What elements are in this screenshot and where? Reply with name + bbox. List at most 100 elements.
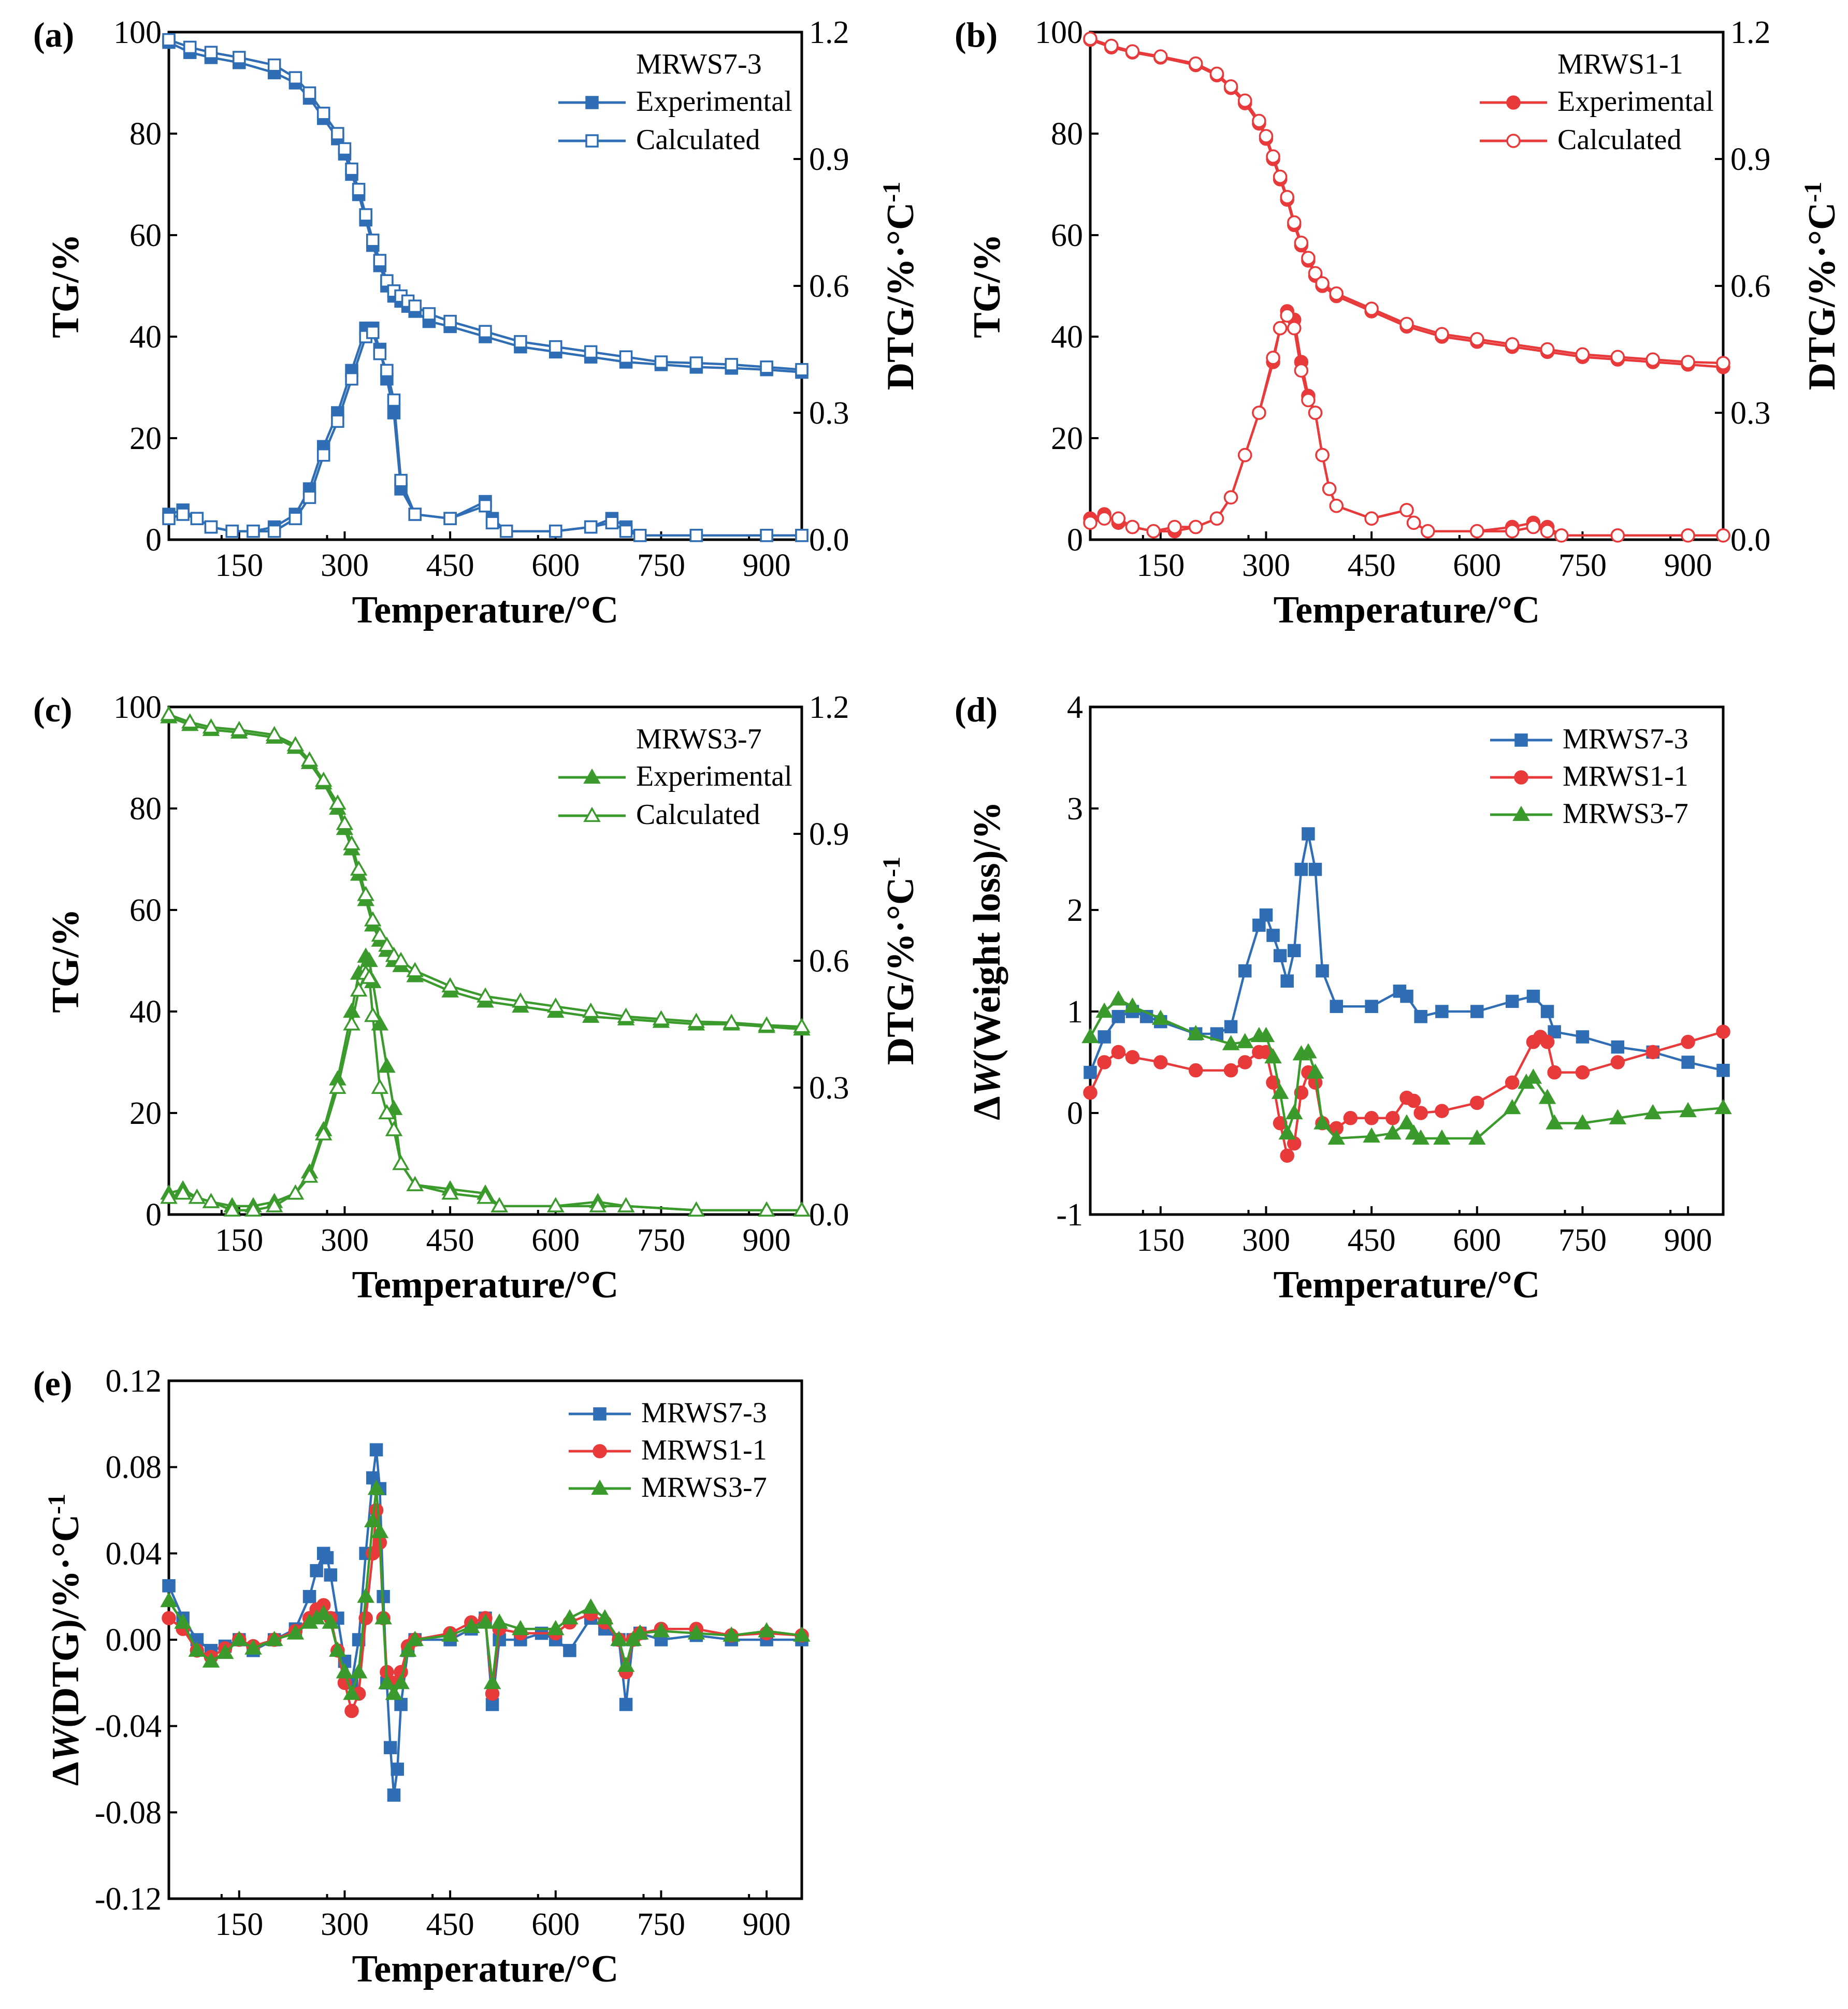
y-tick-label: 100 [113, 690, 162, 725]
legend: MRWS7-3 Experimental Calculated [558, 48, 792, 156]
data-point [547, 1197, 565, 1212]
legend-marker [1506, 95, 1521, 110]
data-point [689, 529, 703, 542]
legend-label: MRWS3-7 [641, 1471, 767, 1504]
data-point [302, 1589, 316, 1603]
series-line [1089, 832, 1724, 1073]
data-point [1681, 1056, 1695, 1069]
data-point [723, 1626, 740, 1642]
data-point [1266, 149, 1280, 164]
data-point [1097, 511, 1111, 526]
data-point [1252, 113, 1266, 128]
data-point [1610, 528, 1625, 543]
data-point [1188, 519, 1203, 534]
data-point [441, 1184, 459, 1200]
data-point [366, 234, 380, 247]
data-point [1329, 498, 1344, 513]
data-point [1399, 316, 1414, 331]
data-point [1609, 1109, 1627, 1124]
data-point [1236, 1033, 1254, 1048]
data-point [392, 1154, 410, 1170]
data-point [343, 1684, 360, 1700]
y-tick-label: 40 [1051, 320, 1083, 355]
data-point [1413, 1106, 1428, 1120]
data-point [357, 886, 374, 901]
data-point [364, 1512, 382, 1527]
data-point [267, 58, 281, 72]
data-point [1111, 511, 1126, 526]
data-point [760, 360, 773, 374]
data-point [1287, 321, 1302, 336]
data-point [176, 508, 190, 521]
data-point [1526, 519, 1541, 534]
data-point [160, 1592, 178, 1608]
y-tick-label: 4 [1067, 690, 1083, 725]
data-point [463, 1617, 480, 1634]
data-point [490, 1613, 508, 1629]
x-tick-label: 450 [1348, 1223, 1396, 1258]
data-point [338, 142, 352, 156]
data-point [514, 335, 527, 349]
data-point [350, 860, 368, 876]
y-tick-label: 0 [1067, 523, 1083, 558]
legend: MRWS1-1 Experimental Calculated [1480, 48, 1714, 156]
data-point [477, 1613, 494, 1629]
data-point [1414, 1010, 1427, 1023]
x-tick-label: 150 [215, 548, 263, 583]
y2-tick-label: 1.2 [1730, 15, 1771, 50]
series-line [1090, 314, 1723, 537]
y2-axis-title: DTG/%·°C-1 [878, 857, 922, 1065]
data-point [549, 340, 562, 354]
data-point [1435, 1104, 1449, 1118]
data-point [1400, 989, 1413, 1003]
data-point [1209, 511, 1224, 526]
data-point [1285, 1104, 1303, 1120]
data-point [1611, 1040, 1625, 1054]
data-point [357, 1587, 374, 1603]
data-point [1083, 31, 1098, 46]
data-point [244, 1639, 262, 1655]
data-point [385, 1121, 403, 1136]
data-point [244, 1201, 262, 1217]
data-point [343, 835, 360, 850]
legend-marker [1506, 134, 1521, 148]
series-mrws7-3 [1084, 827, 1730, 1079]
data-point [314, 1125, 333, 1140]
y-tick-label: 40 [129, 994, 162, 1030]
data-point [549, 524, 562, 538]
data-point [345, 372, 358, 386]
data-point [160, 1189, 178, 1204]
data-point [392, 1674, 410, 1689]
y2-tick-label: 0.9 [809, 817, 849, 852]
data-point [512, 992, 529, 1008]
data-point [725, 358, 738, 371]
data-point [1259, 129, 1274, 143]
data-point [1125, 44, 1140, 59]
data-point [371, 1078, 389, 1094]
data-point [316, 448, 330, 462]
data-point [1222, 1035, 1240, 1050]
data-point [336, 815, 354, 830]
data-point [408, 299, 422, 313]
data-point [230, 720, 248, 736]
data-point [582, 1002, 600, 1018]
data-point [174, 1613, 192, 1629]
data-point [1316, 964, 1329, 978]
data-point [1470, 524, 1484, 539]
x-tick-label: 750 [1558, 1223, 1607, 1258]
data-point [374, 1609, 392, 1625]
data-point [329, 1078, 347, 1094]
data-point [1223, 79, 1238, 94]
data-point [1273, 321, 1288, 336]
y2-tick-label: 0.0 [809, 1197, 849, 1233]
data-point [795, 529, 809, 542]
data-point [1301, 393, 1316, 408]
data-point [1538, 1089, 1556, 1104]
x-tick-label: 150 [1136, 548, 1185, 583]
data-point [1095, 1002, 1113, 1018]
data-point [760, 529, 773, 542]
y-tick-label: -1 [1056, 1197, 1083, 1233]
data-point [1679, 1102, 1697, 1118]
data-point [324, 1568, 338, 1582]
data-point [1237, 447, 1252, 462]
